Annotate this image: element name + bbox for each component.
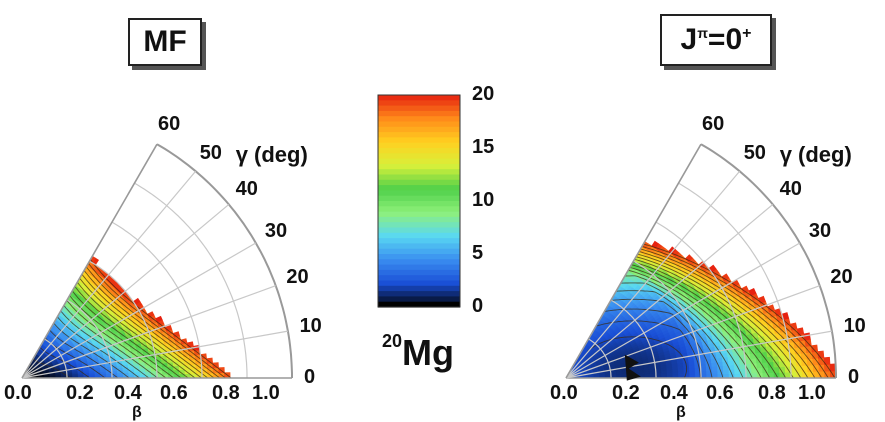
angular-tick-label: 40 (236, 178, 258, 201)
colorbar-band (378, 190, 460, 196)
colorbar-band (378, 180, 460, 186)
colorbar-band (378, 111, 460, 117)
colorbar-band (378, 153, 460, 159)
colorbar-band (378, 185, 460, 191)
colorbar-band (378, 169, 460, 175)
colorbar-band (378, 291, 460, 297)
colorbar-band (378, 127, 460, 133)
angular-tick-label: 0 (304, 366, 315, 389)
angular-tick-label: 10 (844, 315, 866, 338)
radial-tick-label: 0.4 (114, 382, 142, 405)
colorbar-band (378, 159, 460, 165)
colorbar-tick-label: 20 (472, 83, 494, 106)
colorbar-band (378, 243, 460, 249)
nucleus-label: 20Mg (382, 332, 454, 374)
angular-tick-label: 50 (200, 142, 222, 165)
colorbar-band (378, 201, 460, 207)
angular-tick-label: 50 (744, 142, 766, 165)
colorbar-band (378, 106, 460, 112)
radial-tick-label: 0.0 (550, 382, 578, 405)
colorbar-tick-label: 10 (472, 189, 494, 212)
colorbar-band (378, 132, 460, 138)
colorbar-band (378, 116, 460, 122)
angular-tick-label: 30 (265, 220, 287, 243)
colorbar-band (378, 206, 460, 212)
radial-tick-label: 0.2 (612, 382, 640, 405)
angular-tick-label: 30 (809, 220, 831, 243)
colorbar-band (378, 175, 460, 181)
colorbar-band (378, 233, 460, 239)
angular-tick-label: 60 (702, 113, 724, 136)
colorbar-band (378, 148, 460, 154)
colorbar-band (378, 296, 460, 302)
colorbar-band (378, 95, 460, 101)
colorbar-band (378, 275, 460, 281)
angular-tick-label: 20 (830, 266, 852, 289)
colorbar-band (378, 222, 460, 228)
colorbar-band (378, 228, 460, 234)
colorbar-band (378, 249, 460, 255)
radial-tick-label: 0.0 (4, 382, 32, 405)
radial-axis-label: β (132, 404, 142, 422)
colorbar-tick-label: 5 (472, 242, 483, 265)
radial-tick-label: 0.6 (160, 382, 188, 405)
colorbar-band (378, 137, 460, 143)
colorbar-band (378, 217, 460, 223)
radial-tick-label: 0.4 (660, 382, 688, 405)
colorbar-band (378, 270, 460, 276)
radial-tick-label: 0.2 (66, 382, 94, 405)
colorbar-tick-label: 15 (472, 136, 494, 159)
angular-axis-label: γ (deg) (780, 142, 852, 168)
angular-tick-label: 20 (286, 266, 308, 289)
colorbar-band (378, 238, 460, 244)
colorbar-band (378, 196, 460, 202)
colorbar-band (378, 286, 460, 292)
angular-tick-label: 60 (158, 113, 180, 136)
nucleus-symbol: Mg (402, 332, 454, 373)
radial-tick-label: 1.0 (798, 382, 826, 405)
colorbar-band (378, 143, 460, 149)
colorbar-band (378, 122, 460, 128)
colorbar-band (378, 164, 460, 170)
colorbar-band (378, 265, 460, 271)
colorbar-band (378, 259, 460, 265)
colorbar-band (378, 281, 460, 287)
colorbar-tick-label: 0 (472, 295, 483, 318)
radial-tick-label: 0.8 (758, 382, 786, 405)
radial-tick-label: 1.0 (252, 382, 280, 405)
radial-axis-label: β (676, 404, 686, 422)
angular-tick-label: 40 (780, 178, 802, 201)
nucleus-mass-number: 20 (382, 331, 402, 351)
radial-tick-label: 0.8 (212, 382, 240, 405)
colorbar-band (378, 254, 460, 260)
radial-tick-label: 0.6 (706, 382, 734, 405)
colorbar-band (378, 100, 460, 106)
angular-tick-label: 0 (848, 366, 859, 389)
angular-tick-label: 10 (300, 315, 322, 338)
angular-axis-label: γ (deg) (236, 142, 308, 168)
colorbar-band (378, 212, 460, 218)
